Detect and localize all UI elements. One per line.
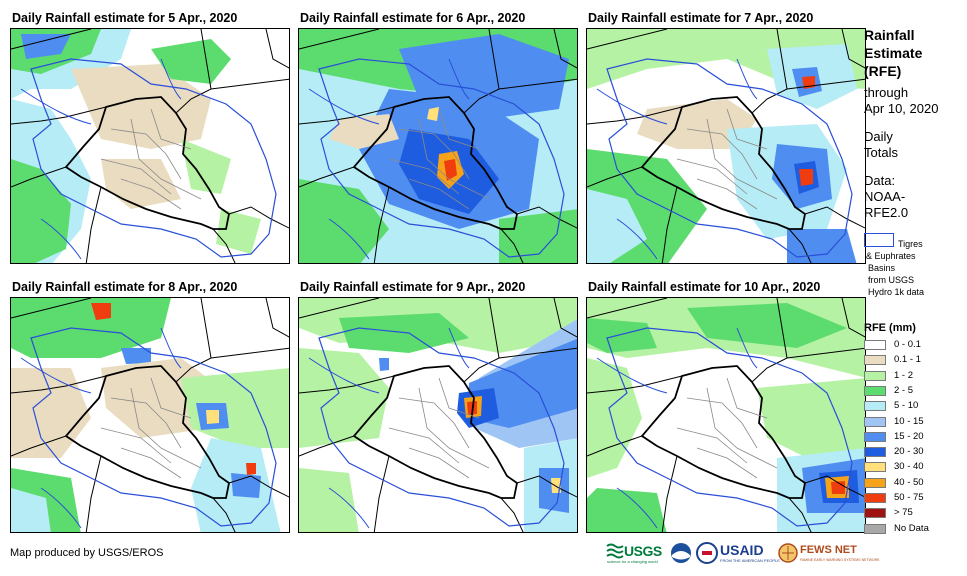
legend-label: 10 - 15	[894, 415, 924, 427]
fewsnet-tagline: FAMINE EARLY WARNING SYSTEMS NETWORK	[800, 558, 880, 562]
legend-label: 50 - 75	[894, 492, 924, 503]
sidebar-title: Rainfall Estimate (RFE)	[864, 26, 964, 80]
fewsnet-wordmark: FEWS NET	[800, 544, 857, 556]
sidebar-title-line3: (RFE)	[864, 63, 902, 79]
legend-swatch	[864, 340, 886, 350]
sidebar-through-line1: through	[864, 85, 909, 100]
sidebar-data-line1: Data:	[864, 173, 896, 188]
legend-label: 30 - 40	[894, 461, 924, 473]
legend-label: 2 - 5	[894, 384, 914, 396]
usgs-wordmark: USGS	[624, 543, 662, 559]
legend-swatch	[864, 370, 886, 381]
noaa-emblem-icon	[671, 543, 691, 563]
map-apr5	[10, 28, 290, 264]
sidebar-data-source: Data: NOAA- RFE2.0	[864, 173, 908, 221]
basin-label-line1: Tigres	[898, 239, 923, 249]
fewsnet-globe-icon	[778, 543, 798, 563]
sidebar-data-line3: RFE2.0	[864, 205, 909, 220]
legend-swatch	[864, 401, 886, 412]
usgs-logo: USGS science for a changing world	[606, 542, 664, 566]
legend-swatch	[864, 477, 886, 488]
panel-title-apr6: Daily Rainfall estimate for 6 Apr., 2020	[300, 11, 526, 25]
usaid-tagline: FROM THE AMERICAN PEOPLE	[720, 558, 780, 563]
usgs-wave-icon	[606, 543, 624, 559]
sidebar-title-line1: Rainfall	[864, 27, 915, 43]
legend-label: 15 - 20	[894, 430, 924, 442]
usaid-seal-icon	[696, 542, 718, 564]
map-apr8	[10, 297, 290, 533]
legend-label: 20 - 30	[894, 446, 924, 458]
basin-label-line3: Basins	[868, 263, 896, 273]
panel-title-apr9: Daily Rainfall estimate for 9 Apr., 2020	[300, 280, 526, 294]
legend-swatch	[864, 355, 886, 366]
legend-label: > 75	[894, 507, 913, 519]
basin-label-line2: & Euphrates	[866, 251, 916, 261]
sidebar-daily: Daily Totals	[864, 129, 898, 161]
map-apr7	[586, 28, 866, 264]
basin-label-line4: from USGS	[868, 275, 915, 285]
usaid-wordmark: USAID	[720, 542, 764, 558]
panel-title-apr10: Daily Rainfall estimate for 10 Apr., 202…	[588, 280, 821, 294]
legend-label: 5 - 10	[894, 400, 919, 412]
basin-label-line5: Hydro 1k data	[868, 287, 925, 297]
sidebar-daily-line1: Daily	[864, 129, 893, 144]
fewsnet-logo: FEWS NET FAMINE EARLY WARNING SYSTEMS NE…	[778, 542, 879, 566]
usgs-tagline: science for a changing world	[607, 559, 658, 564]
legend-label: 1 - 2	[894, 369, 914, 381]
sidebar-through: through Apr 10, 2020	[864, 85, 938, 117]
legend-swatch	[864, 508, 886, 519]
legend-swatch	[864, 431, 886, 442]
map-apr10	[586, 297, 866, 533]
basin-legend-label: Tigres & Euphrates Basins from USGS Hydr…	[866, 238, 924, 298]
sidebar-data-line2: NOAA-	[864, 189, 906, 204]
legend-swatch	[864, 523, 886, 534]
legend-swatch	[864, 462, 886, 473]
basin-legend-swatch	[864, 233, 894, 247]
sidebar-daily-line2: Totals	[864, 145, 898, 160]
legend-title: RFE (mm)	[864, 322, 916, 334]
legend-label: 40 - 50	[894, 476, 924, 488]
legend-label: 0 - 0.1	[894, 339, 921, 350]
legend-label: 0.1 - 1	[894, 354, 921, 366]
logo-strip: USGS science for a changing world USAID …	[606, 542, 879, 566]
map-apr6	[298, 28, 578, 264]
sidebar-through-line2: Apr 10, 2020	[864, 101, 939, 116]
panel-title-apr5: Daily Rainfall estimate for 5 Apr., 2020	[12, 11, 238, 25]
noaa-logo	[670, 542, 692, 566]
legend-label: No Data	[894, 522, 929, 534]
sidebar-title-line2: Estimate	[864, 45, 923, 61]
usaid-logo: USAID FROM THE AMERICAN PEOPLE	[696, 542, 780, 566]
panel-title-apr7: Daily Rainfall estimate for 7 Apr., 2020	[588, 11, 814, 25]
legend-swatch	[864, 447, 886, 458]
legend-swatch	[864, 385, 886, 396]
legend-swatch	[864, 493, 886, 503]
panel-title-apr8: Daily Rainfall estimate for 8 Apr., 2020	[12, 280, 238, 294]
legend-swatch	[864, 416, 886, 427]
footer-credit: Map produced by USGS/EROS	[10, 547, 164, 559]
map-apr9	[298, 297, 578, 533]
